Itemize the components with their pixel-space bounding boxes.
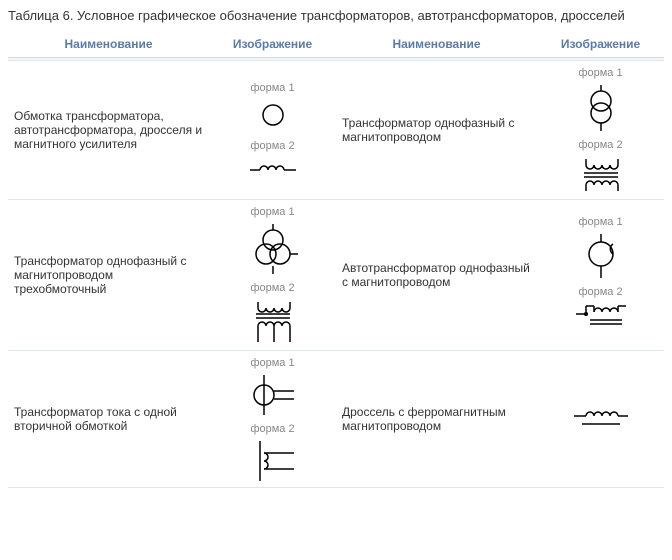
- cell-name: Трансформатор однофазный с магнитопровод…: [8, 200, 209, 351]
- transformer-3winding-form1-icon: [248, 224, 298, 274]
- choke-ferro-icon: [574, 406, 628, 432]
- cell-name: Обмотка трансформатора, автотрансформато…: [8, 61, 209, 200]
- forma-label: форма 1: [250, 82, 294, 94]
- autotransformer-form2-icon: [576, 304, 626, 334]
- transformer-1ph-form1-icon: [584, 85, 618, 131]
- forma-label: форма 1: [578, 216, 622, 228]
- header-image-1: Изображение: [209, 31, 336, 58]
- forma-label: форма 1: [250, 206, 294, 218]
- table-row: Обмотка трансформатора, автотрансформато…: [8, 61, 664, 200]
- table-row: Трансформатор тока с одной вторичной обм…: [8, 351, 664, 488]
- cell-image: [537, 351, 664, 488]
- table-title: Таблица 6. Условное графическое обозначе…: [8, 8, 664, 23]
- cell-image: форма 1 форма 2: [537, 200, 664, 351]
- cell-name: Автотрансформатор однофазный с магнитопр…: [336, 200, 537, 351]
- winding-form2-icon: [248, 158, 298, 178]
- cell-image: форма 1 форма 2: [209, 61, 336, 200]
- symbols-table: Наименование Изображение Наименование Из…: [8, 31, 664, 488]
- autotransformer-form1-icon: [583, 234, 619, 278]
- header-image-2: Изображение: [537, 31, 664, 58]
- forma-label: форма 2: [250, 282, 294, 294]
- cell-name: Дроссель с ферромагнитным магнитопроводо…: [336, 351, 537, 488]
- transformer-3winding-form2-icon: [250, 300, 296, 344]
- forma-label: форма 2: [578, 286, 622, 298]
- current-transformer-form2-icon: [250, 441, 296, 481]
- forma-label: форма 1: [578, 67, 622, 79]
- winding-form1-icon: [258, 100, 288, 130]
- forma-label: форма 2: [578, 139, 622, 151]
- header-name-1: Наименование: [8, 31, 209, 58]
- cell-name: Трансформатор однофазный с магнитопровод…: [336, 61, 537, 200]
- header-name-2: Наименование: [336, 31, 537, 58]
- forma-label: форма 2: [250, 423, 294, 435]
- cell-image: форма 1 форма 2: [209, 351, 336, 488]
- current-transformer-form1-icon: [250, 375, 296, 415]
- forma-label: форма 2: [250, 140, 294, 152]
- cell-name: Трансформатор тока с одной вторичной обм…: [8, 351, 209, 488]
- transformer-1ph-form2-icon: [578, 157, 624, 193]
- table-row: Трансформатор однофазный с магнитопровод…: [8, 200, 664, 351]
- forma-label: форма 1: [250, 357, 294, 369]
- cell-image: форма 1 форма 2: [537, 61, 664, 200]
- cell-image: форма 1 форма 2: [209, 200, 336, 351]
